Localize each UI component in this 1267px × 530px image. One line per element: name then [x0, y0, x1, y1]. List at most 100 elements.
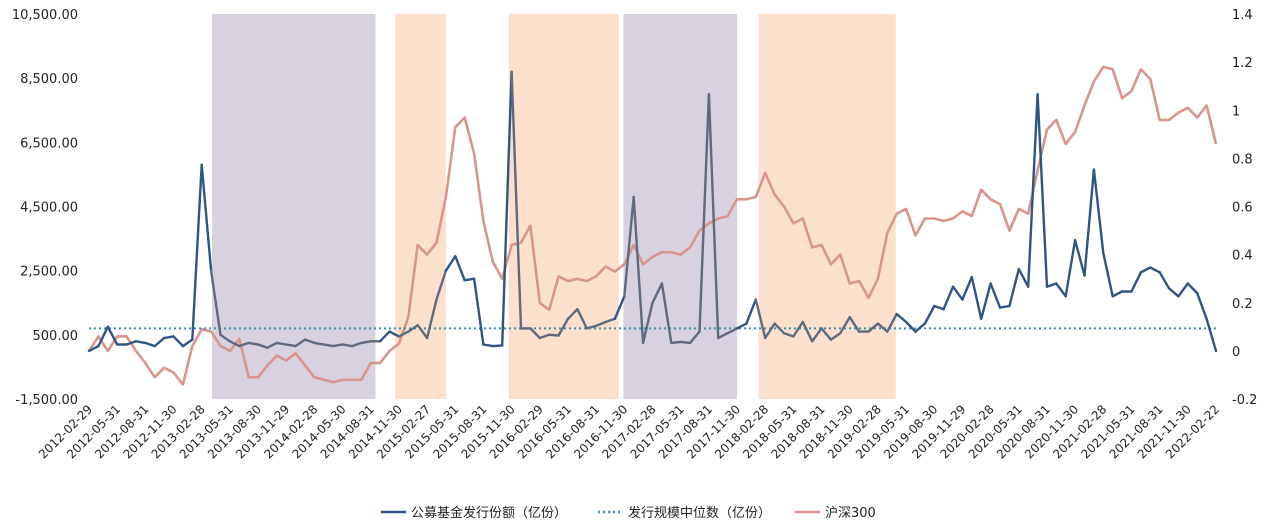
series-fund-issuance-segment	[1111, 290, 1124, 298]
series-fund-issuance-segment	[717, 332, 729, 340]
series-fund-issuance-segment	[754, 298, 767, 340]
series-fund-issuance-segment	[1036, 92, 1049, 288]
series-fund-issuance-segment	[181, 338, 194, 348]
y-right-tick-label: -0.2	[1232, 393, 1257, 408]
legend-label: 公募基金发行份额（亿份）	[411, 505, 567, 521]
series-fund-issuance-segment	[388, 330, 401, 338]
series-fund-issuance-segment	[660, 282, 673, 345]
series-fund-issuance-segment	[688, 330, 701, 345]
series-fund-issuance-segment	[144, 341, 156, 348]
series-fund-issuance-segment	[153, 336, 166, 348]
series-fund-issuance-segment	[811, 327, 823, 343]
series-fund-issuance-segment	[313, 341, 325, 346]
series-fund-issuance-segment	[679, 340, 692, 345]
series-fund-issuance-segment	[839, 316, 851, 335]
series-fund-issuance-segment	[933, 304, 945, 311]
series-fund-issuance-segment	[444, 255, 457, 272]
series-fund-issuance-segment	[1083, 168, 1096, 277]
series-fund-issuance-segment	[191, 163, 203, 341]
series-fund-issuance-segment	[980, 282, 992, 320]
series-fund-issuance-segment	[463, 277, 476, 282]
series-fund-issuance-segment	[566, 308, 579, 320]
series-fund-issuance-segment	[247, 341, 260, 346]
series-fund-issuance-segment	[1073, 238, 1086, 277]
series-fund-issuance-segment	[604, 317, 617, 324]
y-right-tick-label: 1	[1232, 104, 1240, 119]
y-left-tick-label: 8,500.00	[20, 72, 78, 87]
series-fund-issuance-segment	[238, 341, 250, 348]
y-axis-right: 1.4 1.2 1 0.8 0.6 0.4 0.2 0 -0.2	[1232, 8, 1257, 408]
series-fund-issuance-segment	[416, 324, 429, 340]
series-fund-issuance-segment	[285, 343, 297, 348]
y-left-tick-label: 2,500.00	[20, 265, 78, 280]
series-fund-issuance-segment	[942, 285, 955, 311]
y-left-tick-label: 6,500.00	[20, 136, 78, 151]
series-fund-issuance-segment	[1205, 317, 1218, 353]
series-fund-issuance-segment	[961, 275, 973, 301]
series-fund-issuance-segment	[848, 316, 861, 333]
series-fund-issuance-segment	[998, 304, 1011, 309]
series-fund-issuance-segment	[1055, 282, 1067, 298]
x-axis: 2012-02-292012-05-312012-08-312012-11-30…	[36, 402, 1222, 461]
shaded-band-2	[395, 14, 446, 399]
series-fund-issuance-segment	[886, 312, 898, 333]
series-fund-issuance-segment	[209, 269, 222, 336]
series-fund-issuance-segment	[1195, 291, 1208, 320]
series-fund-issuance-segment	[350, 341, 363, 348]
series-fund-issuance-segment	[501, 70, 513, 347]
series-fund-issuance-segment	[914, 322, 927, 333]
series-fund-issuance-segment	[1092, 168, 1105, 255]
series-fund-issuance-segment	[322, 343, 335, 348]
series-fund-issuance-segment	[219, 333, 232, 343]
series-fund-issuance-segment	[435, 269, 448, 301]
series-fund-issuance-segment	[1177, 282, 1190, 298]
series-fund-issuance-segment	[341, 343, 354, 348]
series-fund-issuance-segment	[529, 327, 541, 340]
series-fund-issuance-segment	[162, 335, 175, 340]
y-right-tick-label: 1.2	[1232, 56, 1253, 71]
series-fund-issuance-segment	[303, 338, 316, 345]
series-fund-issuance-segment	[482, 343, 494, 348]
y-right-tick-label: 0	[1232, 345, 1240, 360]
series-fund-issuance-segment	[641, 301, 654, 345]
series-fund-issuance-segment	[378, 330, 391, 343]
y-right-tick-label: 0.4	[1232, 249, 1253, 264]
series-fund-issuance-segment	[923, 304, 936, 325]
series-fund-issuance-segment	[1139, 266, 1152, 274]
series-fund-issuance-segment	[200, 163, 213, 272]
series-fund-issuance-segment	[332, 343, 344, 348]
series-fund-issuance-segment	[1158, 271, 1171, 290]
series-fund-issuance-segment	[764, 322, 776, 340]
series-fund-issuance-segment	[97, 325, 110, 348]
series-fund-issuance-segment	[1102, 251, 1114, 298]
series-fund-issuance-segment	[970, 275, 983, 320]
series-fund-issuance-segment	[904, 320, 917, 333]
series-fund-issuance-segment	[256, 343, 269, 349]
series-fund-issuance-segment	[228, 340, 241, 348]
series-fund-issuance-segment	[397, 330, 410, 338]
series-fund-issuance-segment	[294, 338, 307, 348]
series-fund-issuance-segment	[1064, 238, 1077, 298]
y-left-tick-label: 500.00	[33, 329, 79, 344]
series-fund-issuance-segment	[1017, 267, 1030, 288]
series-fund-issuance-segment	[726, 327, 739, 335]
series-fund-issuance-segment	[632, 195, 645, 345]
series-fund-issuance-segment	[87, 344, 100, 353]
series-fund-issuance-segment	[585, 324, 598, 330]
y-right-tick-label: 0.8	[1232, 152, 1253, 167]
series-fund-issuance-segment	[1026, 92, 1039, 288]
series-fund-issuance-segment	[773, 322, 786, 335]
y-right-tick-label: 0.2	[1232, 297, 1253, 312]
series-fund-issuance-segment	[538, 333, 551, 340]
series-fund-issuance-segment	[989, 282, 1002, 309]
series-fund-issuance-segment	[360, 340, 372, 345]
series-fund-issuance-segment	[266, 341, 278, 349]
series-fund-issuance-segment	[510, 70, 523, 330]
y-left-tick-label: 4,500.00	[20, 201, 78, 216]
series-fund-issuance-segment	[1149, 266, 1161, 274]
series-fund-issuance-segment	[782, 332, 795, 338]
series-fund-issuance-segment	[1167, 287, 1180, 298]
series-fund-issuance-segment	[1186, 282, 1199, 295]
series-fund-issuance-segment	[829, 332, 842, 341]
